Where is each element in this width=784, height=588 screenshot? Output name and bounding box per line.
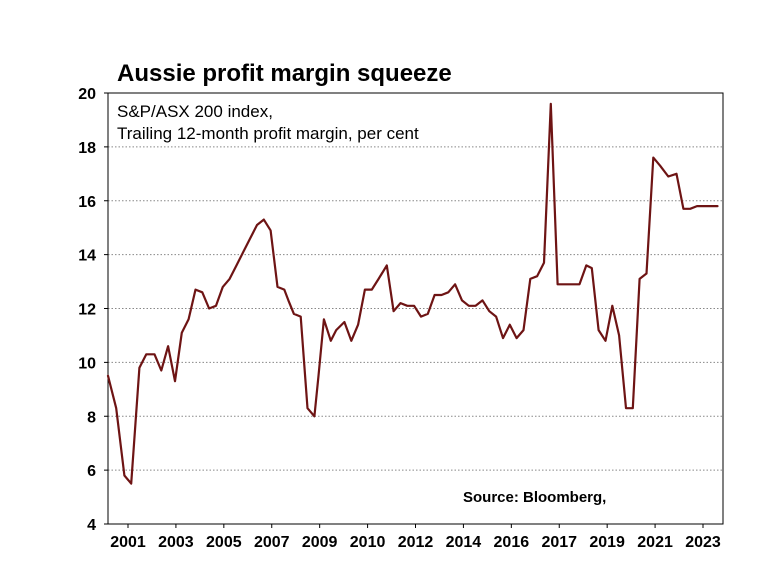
x-tick-label: 2016 xyxy=(494,534,530,551)
x-tick-label: 2001 xyxy=(110,534,146,551)
y-tick-label: 6 xyxy=(87,463,96,480)
x-tick-label: 2003 xyxy=(158,534,194,551)
y-tick-label: 10 xyxy=(78,355,96,372)
x-tick-label: 2021 xyxy=(637,534,673,551)
y-tick-label: 14 xyxy=(78,248,96,265)
y-axis: 4 6 8 10 12 14 16 18 20 xyxy=(78,86,108,534)
x-tick-label: 2023 xyxy=(685,534,721,551)
x-tick-label: 2005 xyxy=(206,534,242,551)
x-tick-label: 2010 xyxy=(350,534,386,551)
annotation-line-1: S&P/ASX 200 index, xyxy=(117,102,273,121)
y-tick-label: 20 xyxy=(78,86,96,103)
y-tick-label: 12 xyxy=(78,302,96,319)
x-tick-label: 2017 xyxy=(541,534,577,551)
chart-title: Aussie profit margin squeeze xyxy=(117,60,452,87)
series-layer xyxy=(106,102,719,485)
series-line-0 xyxy=(106,102,719,485)
x-tick-label: 2007 xyxy=(254,534,290,551)
x-tick-label: 2019 xyxy=(589,534,625,551)
y-tick-label: 16 xyxy=(78,194,96,211)
x-axis: 2001 2003 2005 2007 2009 2010 2012 2014 2016 2017… xyxy=(110,524,721,551)
annotation-line-2: Trailing 12-month profit margin, per cen… xyxy=(117,124,419,143)
x-tick-label: 2012 xyxy=(398,534,434,551)
source-note: Source: Bloomberg, xyxy=(463,489,606,506)
y-tick-label: 8 xyxy=(87,409,96,426)
y-tick-label: 4 xyxy=(87,517,96,534)
x-tick-label: 2014 xyxy=(446,534,482,551)
y-tick-label: 18 xyxy=(78,140,96,157)
x-tick-label: 2009 xyxy=(302,534,338,551)
